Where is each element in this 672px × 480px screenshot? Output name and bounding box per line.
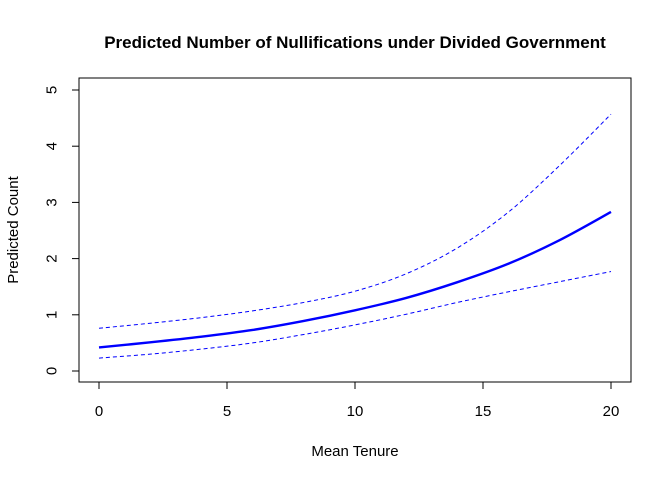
y-tick-label: 4 (44, 142, 61, 150)
y-tick-label: 1 (44, 311, 61, 319)
y-tick-label: 5 (44, 86, 61, 94)
y-tick-label: 0 (44, 367, 61, 375)
series-line-lower-bound (98, 271, 612, 359)
chart-title: Predicted Number of Nullifications under… (104, 33, 606, 52)
x-tick-label: 20 (603, 403, 620, 420)
x-tick-label: 10 (347, 403, 364, 420)
y-tick-label: 3 (44, 198, 61, 206)
x-tick-label: 5 (223, 403, 231, 420)
series-line-predicted-count (98, 210, 612, 349)
y-axis: 0 1 2 3 4 5 (44, 86, 80, 375)
x-axis-label: Mean Tenure (311, 443, 398, 460)
series-line-upper-bound (98, 113, 612, 329)
series-layer (98, 113, 612, 359)
y-axis-label: Predicted Count (5, 175, 22, 283)
x-tick-label: 15 (475, 403, 492, 420)
y-tick-label: 2 (44, 254, 61, 262)
x-tick-label: 0 (95, 403, 103, 420)
x-axis: 0 5 10 15 20 (95, 381, 620, 420)
